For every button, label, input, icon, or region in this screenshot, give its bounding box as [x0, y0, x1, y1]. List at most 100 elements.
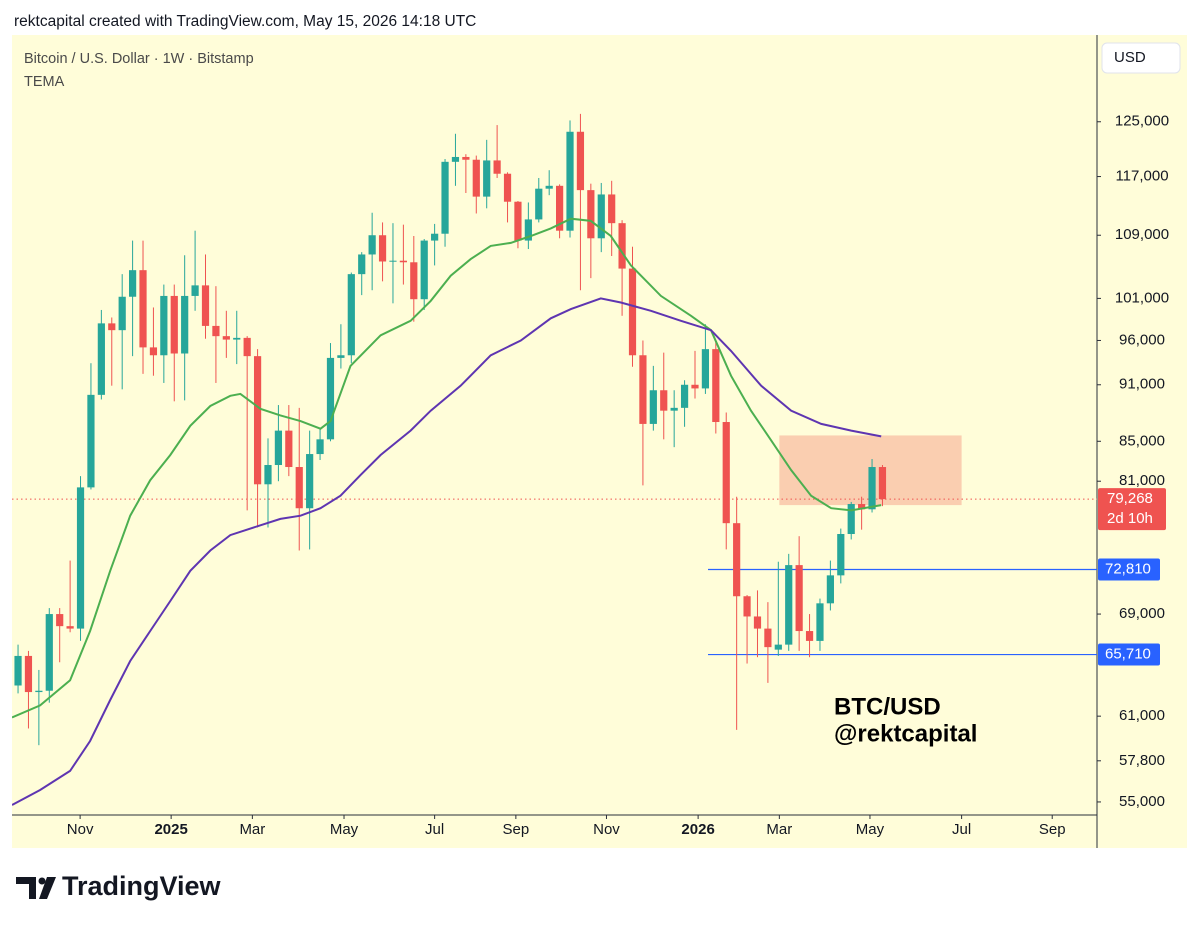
- brand-logo: [16, 877, 56, 899]
- candle-body: [170, 295, 178, 354]
- candle-body: [858, 504, 866, 510]
- candle-body: [347, 274, 355, 356]
- candle-body: [139, 270, 147, 348]
- y-tick-label: 55,000: [1119, 793, 1165, 810]
- y-tick-label: 69,000: [1119, 605, 1165, 622]
- candle-body: [358, 254, 366, 275]
- candle-body: [35, 690, 43, 693]
- candle-body: [285, 430, 293, 468]
- indicator-label: TEMA: [24, 74, 65, 90]
- candle-body: [306, 454, 314, 509]
- last-price-label: 79,268: [1107, 490, 1153, 507]
- candle-body: [503, 173, 512, 202]
- candle-body: [608, 194, 616, 224]
- y-tick-label: 91,000: [1119, 376, 1165, 393]
- candle-body: [368, 235, 376, 255]
- candle-body: [628, 268, 637, 356]
- level-label: 72,810: [1105, 561, 1151, 578]
- y-tick-label: 109,000: [1115, 226, 1169, 243]
- y-tick-label: 96,000: [1119, 331, 1165, 348]
- candle-body: [576, 131, 585, 191]
- x-tick-label: 2025: [154, 821, 187, 838]
- candle-body: [556, 185, 564, 231]
- plot-area: [12, 113, 1097, 806]
- candle-body: [295, 467, 303, 509]
- candle-body: [795, 565, 803, 632]
- currency-label[interactable]: USD: [1114, 49, 1146, 66]
- candle-body: [441, 161, 449, 234]
- candle-body: [233, 337, 241, 340]
- candle-body: [691, 384, 699, 389]
- annotation: BTC/USD: [834, 693, 941, 720]
- candle-body: [378, 235, 387, 262]
- candle-body: [45, 614, 53, 691]
- candle-body: [129, 270, 137, 297]
- annotation: @rektcapital: [834, 720, 977, 747]
- x-tick-label: Mar: [766, 821, 792, 838]
- candle-body: [847, 504, 855, 535]
- candle-body: [524, 219, 532, 241]
- candle-body: [326, 357, 335, 440]
- candle-body: [316, 439, 324, 455]
- candle-body: [639, 355, 647, 424]
- candle-body: [826, 575, 834, 604]
- level-label-box: [1098, 558, 1160, 581]
- candle-body: [701, 349, 710, 389]
- candle-body: [545, 185, 553, 189]
- tema-line: [12, 217, 882, 719]
- candle-body: [587, 190, 595, 239]
- candle-body: [535, 188, 543, 220]
- x-tick-label: May: [330, 821, 359, 838]
- candle-body: [753, 616, 762, 629]
- candle-body: [76, 487, 85, 629]
- countdown-label: 2d 10h: [1107, 510, 1153, 527]
- y-tick-label: 61,000: [1119, 707, 1165, 724]
- currency-box[interactable]: [1101, 42, 1181, 74]
- candle-body: [837, 534, 845, 576]
- candle-body: [514, 201, 522, 241]
- candle-body: [181, 295, 189, 354]
- candle-body: [670, 407, 678, 411]
- candle-body: [212, 325, 220, 337]
- candle-body: [764, 628, 772, 648]
- candle-body: [24, 655, 33, 693]
- y-tick-label: 81,000: [1119, 472, 1165, 489]
- y-tick-label: 57,800: [1119, 752, 1165, 769]
- x-tick-label: Nov: [67, 821, 94, 838]
- candle-body: [680, 384, 689, 408]
- last-price-box: [1098, 488, 1166, 531]
- candle-body: [191, 285, 199, 296]
- candle-body: [618, 223, 626, 269]
- brand-name: TradingView: [62, 871, 222, 901]
- candle-body: [566, 131, 574, 231]
- y-tick-label: 85,000: [1119, 432, 1165, 449]
- candle-body: [399, 260, 407, 263]
- header: rektcapital created with TradingView.com…: [14, 13, 476, 30]
- candle-body: [743, 596, 751, 617]
- candle-body: [97, 323, 105, 395]
- axes: 125,000 117,000 109,000 101,000 96,000 91,000…: [67, 113, 1169, 838]
- candle-body: [774, 644, 782, 650]
- candle-body: [451, 156, 460, 162]
- candle-body: [87, 394, 95, 488]
- chart-background: [12, 35, 1187, 848]
- candle-body: [878, 467, 887, 500]
- x-tick-label: Nov: [593, 821, 620, 838]
- candle-body: [431, 233, 439, 241]
- candle-body: [868, 467, 876, 510]
- candle-body: [389, 260, 397, 262]
- candle-body: [597, 194, 605, 239]
- candle-body: [410, 262, 418, 300]
- candle-body: [733, 523, 741, 597]
- candle-body: [649, 390, 657, 424]
- candle-body: [785, 565, 793, 645]
- candle-body: [243, 337, 251, 357]
- x-tick-label: Sep: [503, 821, 530, 838]
- candle-body: [253, 356, 262, 485]
- y-tick-label: 117,000: [1115, 168, 1168, 185]
- candle-body: [472, 159, 480, 197]
- candle-body: [160, 295, 168, 356]
- candle-body: [420, 240, 428, 300]
- candle-body: [201, 285, 210, 326]
